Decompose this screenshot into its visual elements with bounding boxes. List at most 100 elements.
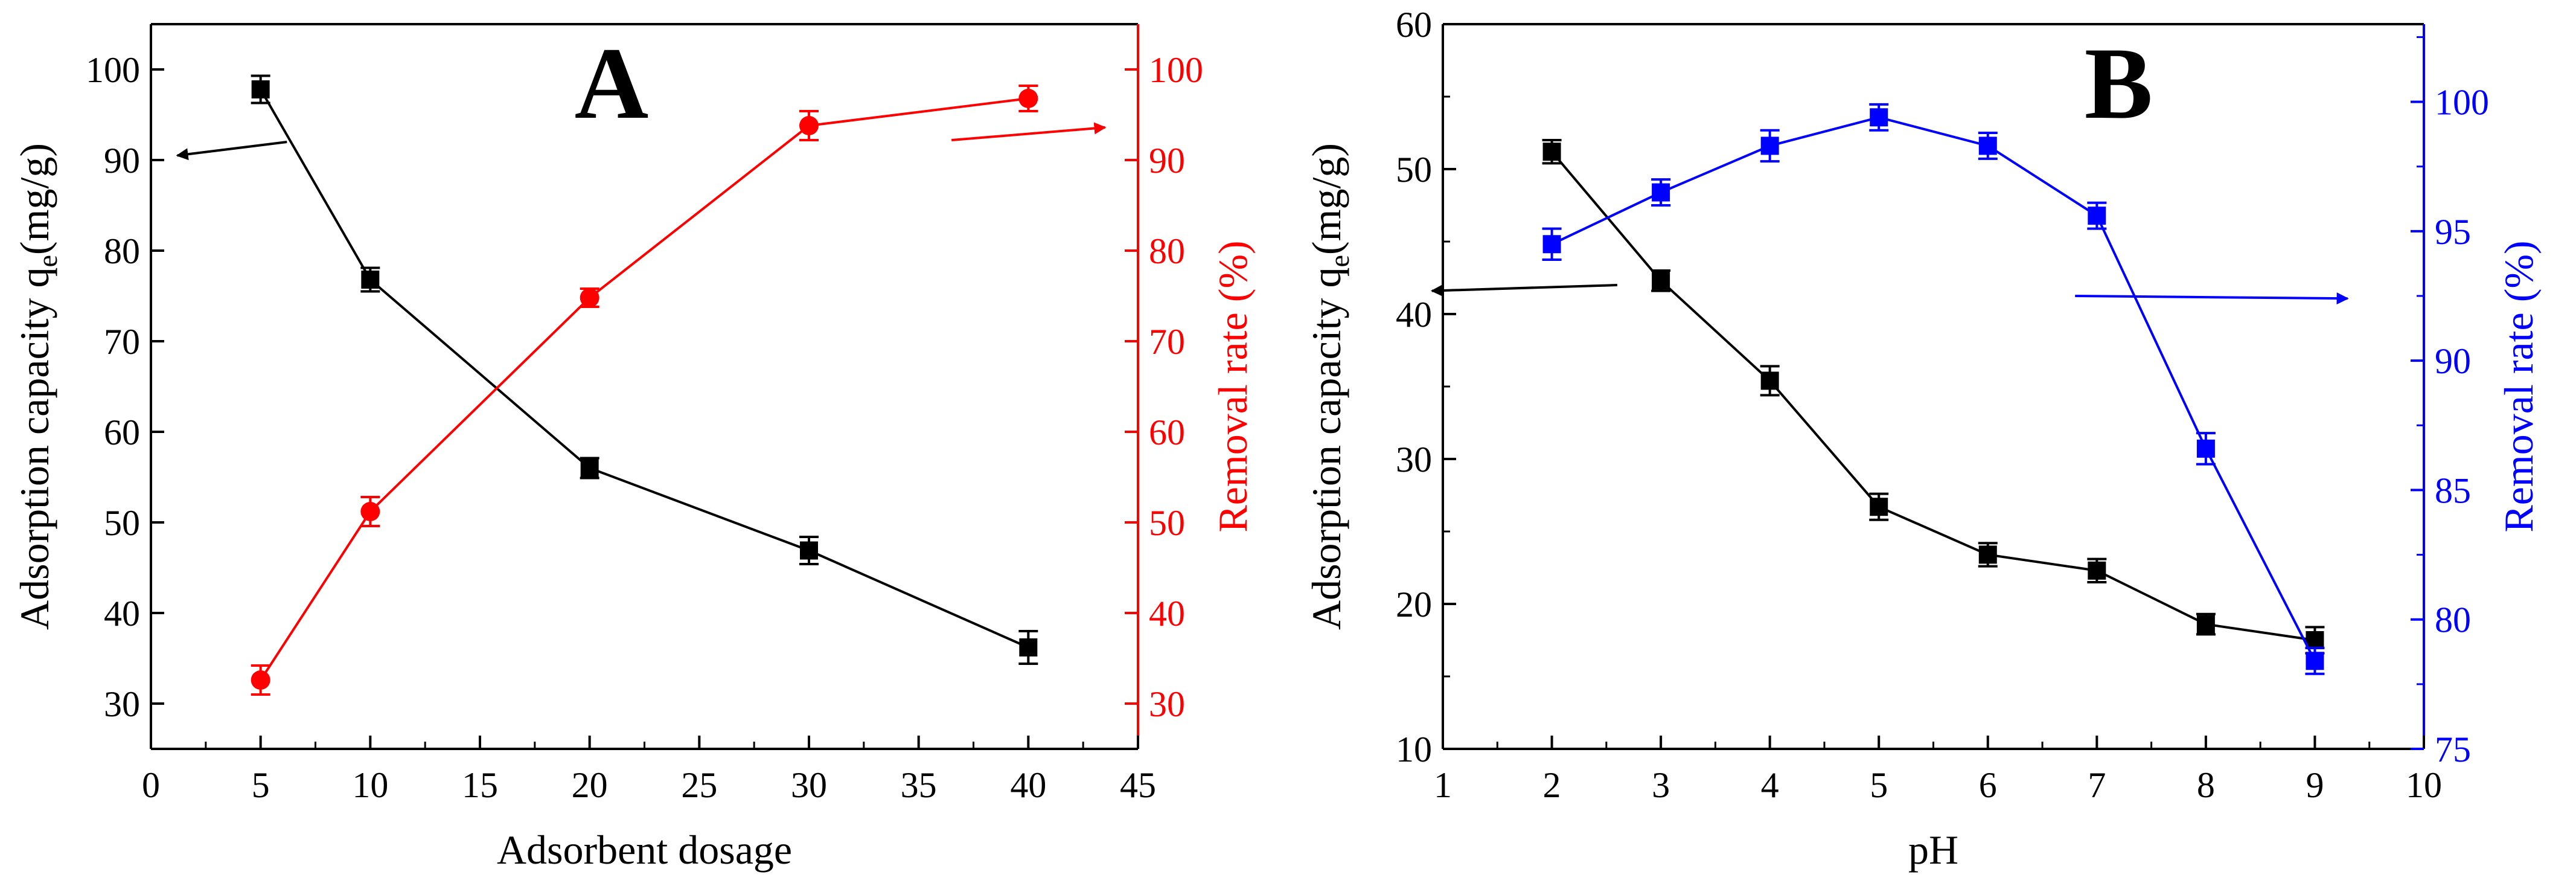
x-tick-label: 6	[1979, 765, 1997, 805]
series-line	[259, 97, 1029, 681]
series-line	[1551, 150, 2315, 641]
x-tick-label: 5	[1870, 765, 1888, 805]
x-tick-label: 1	[1434, 765, 1452, 805]
data-point	[800, 541, 818, 560]
data-point	[1652, 271, 1670, 290]
x-tick-label: 0	[142, 765, 160, 805]
annotation-arrow	[1430, 284, 1617, 297]
series-adsorption-capacity	[1542, 139, 2325, 655]
right-y-tick-label: 90	[2435, 341, 2471, 381]
right-y-tick-label: 70	[1149, 322, 1185, 362]
x-tick-label: 20	[572, 765, 608, 805]
data-point	[2088, 561, 2106, 580]
series-removal-rate	[1542, 103, 2325, 675]
data-point	[251, 80, 270, 98]
x-tick-label: 15	[462, 765, 498, 805]
right-y-tick-label: 80	[2435, 600, 2471, 640]
left-y-axis-label-main: Adsorption capacity q	[1303, 267, 1349, 630]
x-tick-label: 30	[791, 765, 827, 805]
x-tick-label: 35	[901, 765, 937, 805]
left-y-tick-label: 60	[1396, 5, 1432, 45]
right-y-tick-label: 40	[1149, 594, 1185, 634]
data-point	[580, 288, 599, 307]
x-tick-label: 45	[1120, 765, 1156, 805]
x-tick-label: 25	[681, 765, 717, 805]
left-y-tick-label: 100	[86, 50, 140, 90]
series-removal-rate	[251, 85, 1038, 696]
x-tick-label: 10	[352, 765, 388, 805]
data-point	[360, 502, 380, 521]
panel-label: A	[575, 27, 649, 140]
right-y-tick-label: 95	[2435, 212, 2471, 252]
right-y-axis-label: Removal rate (%)	[1210, 240, 1256, 532]
x-tick-label: 7	[2088, 765, 2106, 805]
data-point	[1870, 108, 1888, 127]
x-axis-label: Adsorbent dosage	[497, 827, 792, 873]
data-point	[1870, 498, 1888, 516]
data-point	[1760, 136, 1779, 155]
left-y-tick-label: 30	[104, 684, 140, 724]
data-point	[1018, 89, 1038, 108]
x-tick-label: 4	[1761, 765, 1779, 805]
left-y-axis-label-unit: (mg/g)	[1303, 143, 1349, 255]
left-y-axis-label: Adsorption capacity qe(mg/g)	[1303, 143, 1355, 630]
left-y-axis-label-subscript: e	[32, 255, 63, 267]
left-y-tick-label: 10	[1396, 730, 1432, 769]
left-y-tick-label: 90	[104, 141, 140, 181]
data-point	[1542, 143, 1561, 161]
data-point	[1978, 136, 1997, 155]
left-y-tick-label: 50	[1396, 150, 1432, 190]
data-point	[1019, 638, 1038, 656]
data-point	[580, 459, 599, 477]
right-y-tick-label: 90	[1149, 141, 1185, 181]
panel-A: 0 5 10 15 20 25 30 35 40 45 30 40 50 60 70 80 90 100 30 40 5…	[11, 23, 1256, 873]
x-tick-label: 8	[2197, 765, 2215, 805]
data-point	[1978, 545, 1997, 564]
data-point	[1652, 183, 1670, 202]
data-point	[361, 271, 380, 289]
left-y-tick-label: 60	[104, 412, 140, 452]
series-line	[1551, 116, 2316, 662]
series-adsorption-capacity	[251, 74, 1038, 665]
data-point	[2088, 207, 2106, 225]
left-y-axis-label-main: Adsorption capacity q	[11, 267, 57, 630]
data-point	[2196, 615, 2215, 634]
right-y-tick-label: 50	[1149, 503, 1185, 543]
left-y-tick-label: 20	[1396, 585, 1432, 624]
right-y-tick-label: 80	[1149, 231, 1185, 271]
data-point	[799, 116, 819, 135]
data-point	[1760, 371, 1779, 390]
left-y-tick-label: 40	[1396, 295, 1432, 335]
data-point	[2196, 439, 2215, 458]
left-y-tick-label: 70	[104, 322, 140, 362]
right-y-tick-label: 30	[1149, 684, 1185, 724]
x-tick-label: 9	[2306, 765, 2324, 805]
left-y-axis-label-unit: (mg/g)	[11, 143, 57, 255]
annotation-arrow	[176, 141, 287, 161]
right-y-tick-label: 75	[2435, 730, 2471, 769]
left-y-axis-label-subscript: e	[1324, 255, 1355, 267]
left-y-tick-label: 50	[104, 503, 140, 543]
x-tick-label: 2	[1543, 765, 1561, 805]
left-y-axis-label: Adsorption capacity qe(mg/g)	[11, 143, 63, 630]
right-y-axis-label: Removal rate (%)	[2496, 240, 2542, 532]
right-y-tick-label: 85	[2435, 470, 2471, 510]
left-y-tick-label: 80	[104, 231, 140, 271]
x-tick-label: 3	[1652, 765, 1670, 805]
data-point	[2306, 652, 2324, 670]
panel-B: 1 2 3 4 5 6 7 8 9 10 10 20 30 40 50 60 75 80 85 90 95 100 pH Ad…	[1303, 5, 2542, 873]
data-point	[2306, 631, 2324, 649]
data-point	[1542, 235, 1561, 254]
x-tick-label: 5	[252, 765, 270, 805]
left-y-tick-label: 40	[104, 594, 140, 634]
right-y-tick-label: 100	[2435, 83, 2489, 123]
annotation-arrow	[951, 122, 1107, 141]
x-tick-label: 40	[1010, 765, 1046, 805]
right-y-tick-label: 100	[1149, 50, 1203, 90]
series-line	[259, 89, 1029, 649]
panel-label: B	[2085, 27, 2153, 140]
x-tick-label: 10	[2406, 765, 2442, 805]
x-axis-label: pH	[1908, 827, 1958, 873]
data-point	[251, 670, 270, 690]
